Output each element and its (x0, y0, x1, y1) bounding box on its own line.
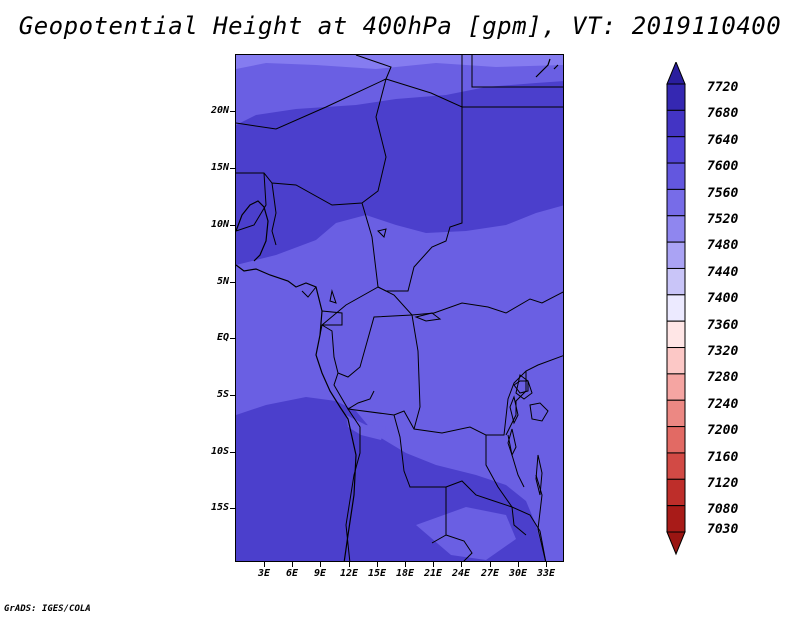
lat-label: 15N (210, 162, 229, 173)
coastline (236, 58, 559, 561)
lon-label: 9E (313, 568, 327, 579)
colorbar-label: 7720 (707, 80, 739, 95)
colorbar-label: 7640 (707, 133, 739, 148)
colorbar-swatch (666, 83, 686, 111)
lon-tick (518, 562, 519, 567)
colorbar-label: 7160 (707, 450, 739, 465)
colorbar-swatch (666, 452, 686, 480)
lon-label: 21E (423, 568, 443, 579)
colorbar-label: 7680 (707, 106, 739, 121)
colorbar-label: 7120 (707, 476, 739, 491)
colorbar-swatch (666, 320, 686, 349)
colorbar-label: 7520 (707, 212, 739, 227)
lat-label: 20N (210, 105, 229, 116)
field-7600-north-region (236, 81, 563, 265)
lon-label: 24E (451, 568, 471, 579)
lon-tick (490, 562, 491, 567)
colorbar-label: 7400 (707, 291, 739, 306)
colorbar-swatch (666, 399, 686, 428)
lat-label: 5N (216, 276, 229, 287)
field-7520-top-region (236, 55, 563, 69)
colorbar-cap-top (666, 62, 686, 85)
lat-tick (230, 452, 235, 453)
grads-credit: GrADS: IGES/COLA (4, 604, 91, 614)
colorbar-label: 7080 (707, 502, 739, 517)
lon-tick (546, 562, 547, 567)
lat-tick (230, 338, 235, 339)
map-title: Geopotential Height at 400hPa [gpm], VT:… (18, 12, 782, 40)
colorbar-swatch (666, 426, 686, 454)
lon-label: 18E (395, 568, 415, 579)
lat-label: 10N (210, 219, 229, 230)
lon-tick (461, 562, 462, 567)
colorbar-swatch (666, 136, 686, 164)
lon-label: 3E (257, 568, 271, 579)
colorbar-swatch (666, 347, 686, 375)
colorbar-label: 7280 (707, 370, 739, 385)
lat-label: EQ (216, 332, 229, 343)
colorbar-cap-bottom (666, 531, 686, 556)
lon-tick (349, 562, 350, 567)
colorbar-swatch (666, 215, 686, 243)
colorbar-swatch (666, 505, 686, 533)
lon-tick (377, 562, 378, 567)
map-panel (235, 54, 564, 562)
colorbar-label: 7320 (707, 344, 739, 359)
map-canvas (236, 55, 563, 561)
colorbar-label: 7360 (707, 318, 739, 333)
colorbar (666, 62, 686, 556)
lon-tick (320, 562, 321, 567)
colorbar-label: 7600 (707, 159, 739, 174)
lon-tick (292, 562, 293, 567)
lakes (377, 228, 543, 496)
colorbar-swatch (666, 373, 686, 401)
colorbar-swatch (666, 478, 686, 507)
colorbar-label: 7560 (707, 186, 739, 201)
field-7560-east-tongue (416, 507, 516, 560)
lat-label: 10S (210, 446, 229, 457)
colorbar-swatch (666, 109, 686, 138)
colorbar-swatch (666, 294, 686, 322)
lat-label: 15S (210, 502, 229, 513)
colorbar-label: 7030 (707, 522, 739, 537)
lon-tick (264, 562, 265, 567)
lat-tick (230, 111, 235, 112)
lon-label: 12E (339, 568, 359, 579)
lat-tick (230, 395, 235, 396)
lat-tick (230, 168, 235, 169)
colorbar-label: 7240 (707, 397, 739, 412)
lon-tick (433, 562, 434, 567)
colorbar-swatch (666, 162, 686, 190)
colorbar-swatch (666, 241, 686, 269)
lon-label: 6E (285, 568, 299, 579)
lon-label: 27E (480, 568, 500, 579)
colorbar-swatch (666, 188, 686, 217)
lat-label: 5S (216, 389, 229, 400)
lat-tick (230, 225, 235, 226)
lat-tick (230, 508, 235, 509)
colorbar-label: 7200 (707, 423, 739, 438)
lon-tick (405, 562, 406, 567)
lon-label: 33E (536, 568, 556, 579)
lon-label: 15E (367, 568, 387, 579)
lon-label: 30E (508, 568, 528, 579)
country-borders (236, 55, 563, 561)
colorbar-label: 7480 (707, 238, 739, 253)
lat-tick (230, 282, 235, 283)
colorbar-label: 7440 (707, 265, 739, 280)
colorbar-swatch (666, 267, 686, 296)
